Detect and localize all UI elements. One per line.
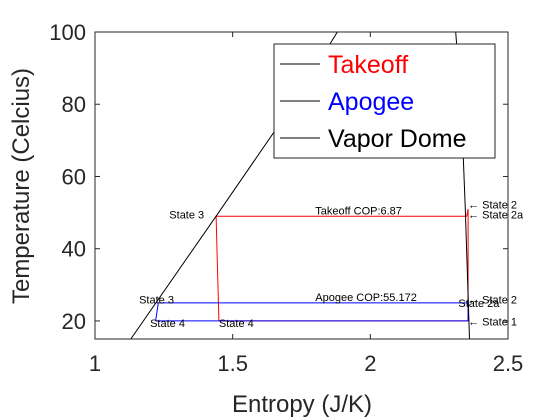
annotation-label: State 2a: [458, 298, 500, 310]
series-line-apogee-0: [155, 302, 469, 322]
annotation-label: State 3: [139, 295, 174, 307]
y-tick-label: 40: [62, 237, 86, 262]
x-tick-label: 1: [89, 351, 101, 376]
annotation-label: State 4: [219, 318, 254, 330]
annotation-label: ← State 1: [468, 317, 517, 329]
y-axis-title: Temperature (Celcius): [8, 68, 35, 304]
axes-layer: 1 1.5 2 2.5 20 40 60 80 100: [49, 20, 523, 376]
legend-label: Vapor Dome: [328, 125, 467, 153]
annotation-label: Apogee COP:55.172: [315, 292, 417, 304]
y-tick-label: 80: [62, 92, 86, 117]
legend-label: Takeoff: [328, 51, 408, 79]
annotation-label: ← State 2a: [468, 210, 524, 222]
y-tick-label: 60: [62, 164, 86, 189]
annotation-label: ← State 2: [468, 295, 517, 307]
axes-box: [94, 31, 509, 340]
x-tick-label: 1.5: [217, 351, 248, 376]
annotation-label: State 4: [150, 318, 185, 330]
annotation-label: State 3: [169, 210, 204, 222]
annotation-label: ← State 2: [468, 199, 517, 211]
annotation-label: Takeoff COP:6.87: [315, 205, 402, 217]
x-axis-title: Entropy (J/K): [232, 391, 372, 418]
y-tick-label: 20: [62, 309, 86, 334]
legend: Takeoff Apogee Vapor Dome: [273, 43, 496, 159]
x-tick-label: 2: [364, 351, 376, 376]
legend-label: Apogee: [328, 88, 414, 116]
y-tick-label: 100: [49, 20, 86, 45]
x-tick-label: 2.5: [493, 351, 524, 376]
